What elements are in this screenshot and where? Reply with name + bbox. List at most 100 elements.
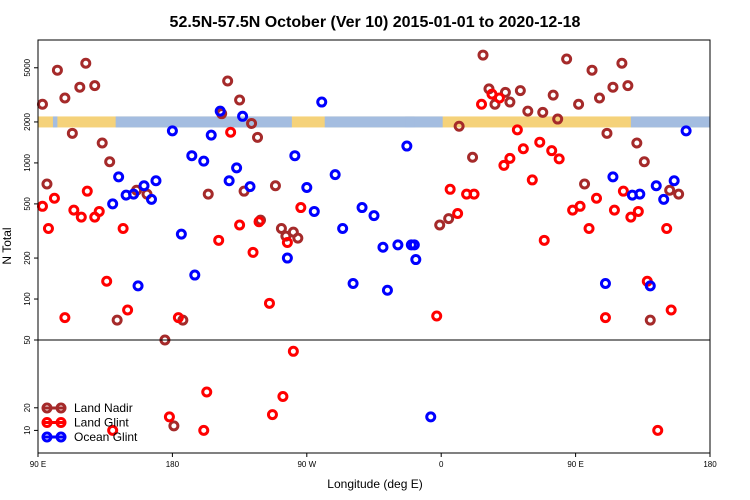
y-axis-label: N Total: [0, 227, 14, 264]
ocean-glint-point: [289, 150, 301, 162]
x-axis-label: Longitude (deg E): [327, 477, 422, 491]
land-nadir-point: [104, 156, 116, 168]
ocean-glint-point: [205, 129, 217, 141]
y-tick-label: 2000: [23, 112, 32, 130]
land-glint-point: [632, 205, 644, 217]
ocean-glint-point: [132, 280, 144, 292]
ocean-glint-point: [650, 180, 662, 192]
ocean-glint-point: [607, 171, 619, 183]
y-axis: 50 100 200 500 1000 2000 5000 10 20: [23, 58, 38, 435]
land-nadir-point: [168, 420, 180, 432]
land-nadir-point: [607, 81, 619, 93]
land-glint-point: [661, 222, 673, 234]
ocean-glint-point: [198, 155, 210, 167]
ocean-glint-point: [668, 175, 680, 187]
land-nadir-point: [579, 178, 591, 190]
land-nadir-point: [467, 151, 479, 163]
land-ocean-band: [38, 116, 710, 128]
land-glint-point: [452, 207, 464, 219]
land-glint-point: [504, 152, 516, 164]
land-nadir-point: [504, 96, 516, 108]
land-nadir-point: [51, 64, 63, 76]
land-glint-point: [517, 143, 529, 155]
ocean-glint-point: [150, 175, 162, 187]
land-glint-point: [538, 234, 550, 246]
land-glint-point: [295, 202, 307, 214]
land-glint-point: [225, 126, 237, 138]
ocean-glint-point: [214, 105, 226, 117]
legend-label-ocean-glint: Ocean Glint: [74, 430, 138, 444]
x-tick-label: 180: [703, 460, 717, 469]
ocean-glint-point: [244, 181, 256, 193]
y-tick-label: 10: [23, 425, 32, 434]
ocean-glint-point: [175, 228, 187, 240]
ocean-glint-point: [408, 239, 420, 251]
land-nadir-point: [202, 188, 214, 200]
land-glint-point: [591, 192, 603, 204]
ocean-band-segment: [324, 116, 443, 128]
land-nadir-point: [80, 57, 92, 69]
land-nadir-point: [601, 127, 613, 139]
land-nadir-point: [522, 105, 534, 117]
land-glint-point: [534, 136, 546, 148]
ocean-glint-point: [316, 96, 328, 108]
ocean-glint-point: [308, 205, 320, 217]
land-glint-point: [625, 211, 637, 223]
land-glint-point: [247, 246, 259, 258]
land-nadir-point: [292, 232, 304, 244]
land-glint-point: [263, 297, 275, 309]
land-glint-point: [287, 345, 299, 357]
land-glint-point: [59, 312, 71, 324]
land-glint-point: [498, 159, 510, 171]
land-glint-point: [122, 304, 134, 316]
x-axis: 90 E 180 90 W 0 90 E 180: [30, 453, 717, 469]
land-glint-point: [117, 222, 129, 234]
ocean-band-segment: [630, 116, 710, 128]
ocean-glint-point: [658, 193, 670, 205]
ocean-glint-point: [425, 411, 437, 423]
land-glint-point: [201, 386, 213, 398]
land-nadir-point: [514, 85, 526, 97]
land-glint-point: [431, 310, 443, 322]
land-nadir-point: [631, 137, 643, 149]
chart-title: 52.5N-57.5N October (Ver 10) 2015-01-01 …: [170, 14, 581, 31]
ocean-glint-point: [231, 162, 243, 174]
legend-marker-land-glint: [55, 417, 67, 428]
land-glint-point: [93, 205, 105, 217]
land-glint-point: [163, 411, 175, 423]
ocean-glint-point: [145, 193, 157, 205]
legend-label-land-nadir: Land Nadir: [74, 401, 133, 415]
land-glint-point: [546, 145, 558, 157]
legend-label-land-glint: Land Glint: [74, 416, 129, 430]
legend-marker-land-nadir: [55, 402, 67, 414]
ocean-glint-point: [107, 198, 119, 210]
land-nadir-point: [638, 156, 650, 168]
land-nadir-point: [499, 86, 511, 98]
data-points: [36, 49, 692, 436]
ocean-glint-point: [113, 171, 125, 183]
land-nadir-point: [252, 131, 264, 143]
land-nadir-point: [573, 98, 585, 110]
ocean-glint-point: [634, 188, 646, 200]
ocean-glint-point: [189, 269, 201, 281]
ocean-band-segment: [52, 116, 58, 128]
land-nadir-point: [586, 64, 598, 76]
ocean-glint-point: [186, 150, 198, 162]
land-nadir-point: [41, 178, 53, 190]
land-glint-point: [172, 312, 184, 324]
land-nadir-point: [66, 127, 78, 139]
land-glint-point: [617, 185, 629, 197]
ocean-glint-point: [599, 278, 611, 290]
ocean-glint-point: [644, 280, 656, 292]
y-tick-label: 100: [23, 292, 32, 306]
y-tick-label: 50: [23, 335, 32, 344]
land-glint-point: [553, 153, 565, 165]
y-tick-label: 500: [23, 197, 32, 211]
land-glint-point: [107, 424, 119, 436]
land-glint-point: [81, 185, 93, 197]
land-glint-point: [101, 275, 113, 287]
land-nadir-point: [36, 98, 48, 110]
land-glint-point: [511, 124, 523, 136]
ocean-glint-point: [223, 175, 235, 187]
